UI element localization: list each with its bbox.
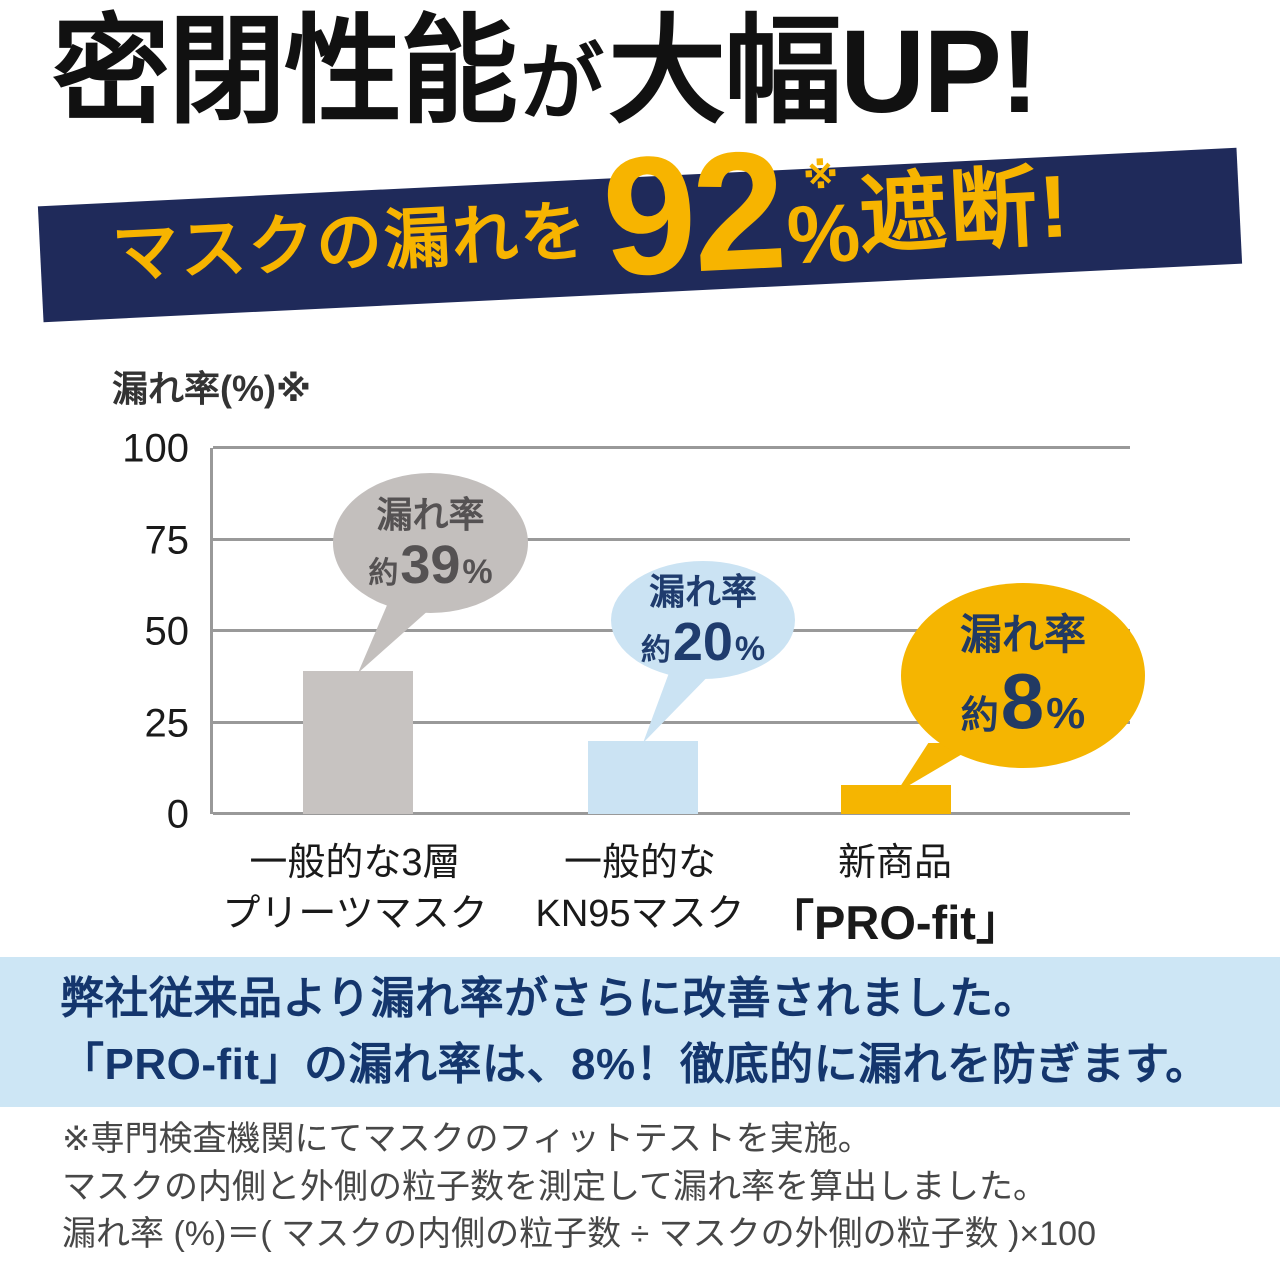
gridline [213, 537, 1130, 541]
speech-bubble-body: 漏れ率 約 8% [901, 583, 1145, 768]
banner-percent-sign: % [784, 187, 863, 282]
bubble-value: 約 39% [368, 538, 492, 592]
bubble-label: 漏れ率 [648, 571, 757, 613]
banner-percent-stack: ※ % [783, 154, 863, 282]
y-tick-label: 50 [144, 609, 190, 654]
leak-rate-bubble-kn95: 漏れ率 約 20% [611, 561, 795, 743]
bubble-number: 39 [400, 534, 461, 595]
category-label-pleated: 一般的な3層 プリーツマスク [205, 838, 505, 941]
footnote-line3: 漏れ率 (%)＝( マスクの内側の粒子数 ÷ マスクの外側の粒子数 )×100 [62, 1215, 1096, 1254]
y-tick-label: 100 [122, 426, 189, 471]
banner: マスクの漏れを 92 ※ % 遮断! [37, 115, 1243, 323]
bubble-unit: % [734, 629, 766, 668]
headline-part1: 密閉性能 [52, 6, 518, 138]
bubble-unit: % [1046, 688, 1086, 738]
speech-bubble-body: 漏れ率 約 20% [611, 561, 795, 679]
banner-number: 92 [598, 114, 787, 312]
bar-pleated-mask [303, 671, 413, 814]
footnote-line2: マスクの内側と外側の粒子数を測定して漏れ率を算出しました。 [62, 1167, 1047, 1206]
bubble-number: 8 [1000, 656, 1045, 745]
bubble-label: 漏れ率 [376, 494, 485, 536]
category-label-pro-fit: 新商品 「PRO-fit」 [735, 838, 1055, 955]
bubble-unit: % [462, 552, 493, 591]
bubble-label: 漏れ率 [959, 611, 1086, 659]
category-line1: 新商品 [837, 842, 952, 884]
y-tick-label: 0 [166, 792, 189, 837]
bubble-approx: 約 [640, 633, 671, 667]
y-tick-label: 75 [144, 518, 190, 562]
category-line2-product-name: 「PRO-fit」 [767, 896, 1023, 950]
leak-rate-bubble-pleated: 漏れ率 約 39% [333, 473, 528, 673]
headline: 密閉性能 が 大幅UP! [52, 6, 1039, 138]
bubble-number: 20 [672, 611, 733, 672]
bar-kn95-mask [588, 740, 698, 814]
headline-part3: 大幅UP! [608, 6, 1039, 138]
bubble-value: 約 20% [641, 615, 765, 669]
bar-chart-plot: 漏れ率 約 39% 漏れ率 約 20% 漏れ率 約 8% [122, 427, 1145, 837]
highlight-line2: 「PRO-fit」の漏れ率は、8%！徹底的に漏れを防ぎます。 [60, 1040, 1210, 1089]
highlight-box: 弊社従来品より漏れ率がさらに改善されました。 「PRO-fit」の漏れ率は、8%… [0, 957, 1280, 1107]
chart-y-axis-label: 漏れ率(%)※ [112, 368, 311, 409]
y-tick-label: 25 [144, 701, 190, 745]
bubble-value: 約 8% [961, 662, 1086, 740]
bubble-approx: 約 [960, 694, 999, 737]
gridline [213, 720, 1130, 724]
speech-bubble-body: 漏れ率 約 39% [333, 473, 528, 613]
footnote-line1: ※専門検査機関にてマスクのフィットテストを実施。 [62, 1120, 872, 1158]
leak-rate-bubble-pro-fit: 漏れ率 約 8% [896, 583, 1145, 793]
highlight-line1: 弊社従来品より漏れ率がさらに改善されました。 [60, 974, 1039, 1023]
banner-prefix: マスクの漏れを [110, 193, 590, 291]
category-line2: KN95マスク [535, 893, 745, 936]
category-line1: 一般的な [563, 842, 716, 884]
category-label-kn95: 一般的な KN95マスク [490, 838, 790, 941]
headline-part2: が [520, 36, 605, 130]
footnotes: ※専門検査機関にてマスクのフィットテストを実施。 マスクの内側と外側の粒子数を測… [62, 1116, 1096, 1259]
banner-suffix: 遮断! [856, 156, 1073, 266]
category-line2: プリーツマスク [222, 893, 488, 936]
category-line1: 一般的な3層 [249, 842, 461, 884]
bubble-approx: 約 [368, 556, 399, 590]
gridline [213, 446, 1130, 449]
bar-pro-fit [841, 784, 951, 814]
